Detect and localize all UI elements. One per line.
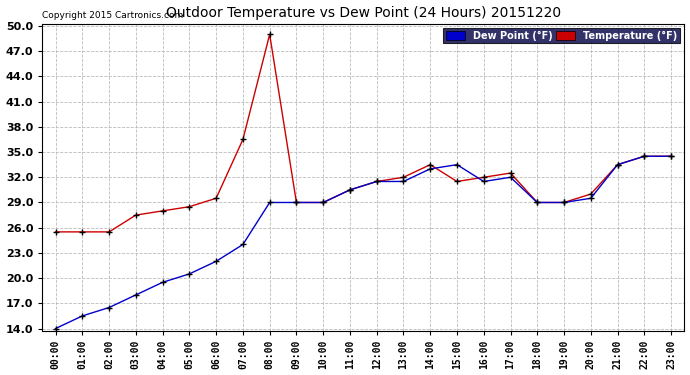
Text: Copyright 2015 Cartronics.com: Copyright 2015 Cartronics.com [42,11,184,20]
Legend: Dew Point (°F), Temperature (°F): Dew Point (°F), Temperature (°F) [444,28,680,43]
Title: Outdoor Temperature vs Dew Point (24 Hours) 20151220: Outdoor Temperature vs Dew Point (24 Hou… [166,6,561,20]
